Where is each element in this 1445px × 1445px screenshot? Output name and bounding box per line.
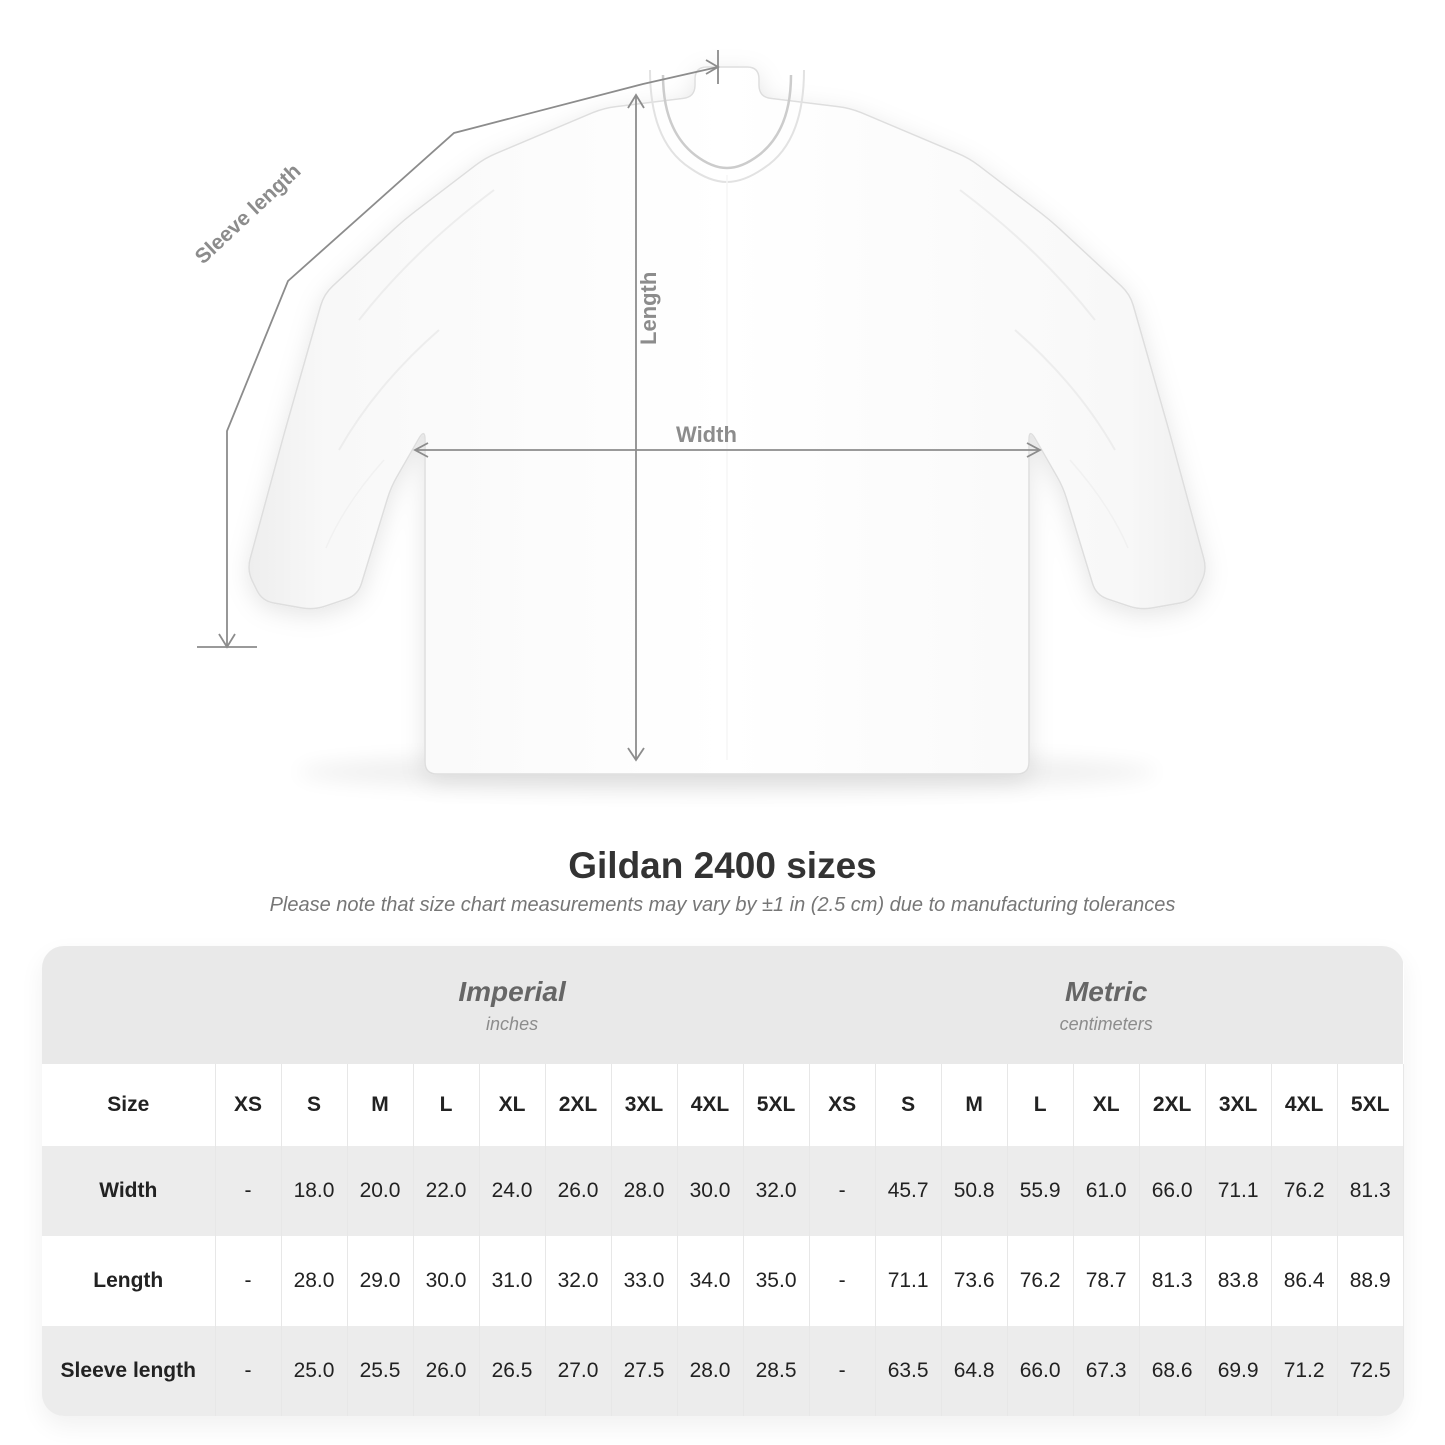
svg-text:Width: Width [676, 422, 737, 447]
svg-text:Length: Length [636, 272, 661, 345]
svg-text:Sleeve length: Sleeve length [191, 159, 306, 268]
